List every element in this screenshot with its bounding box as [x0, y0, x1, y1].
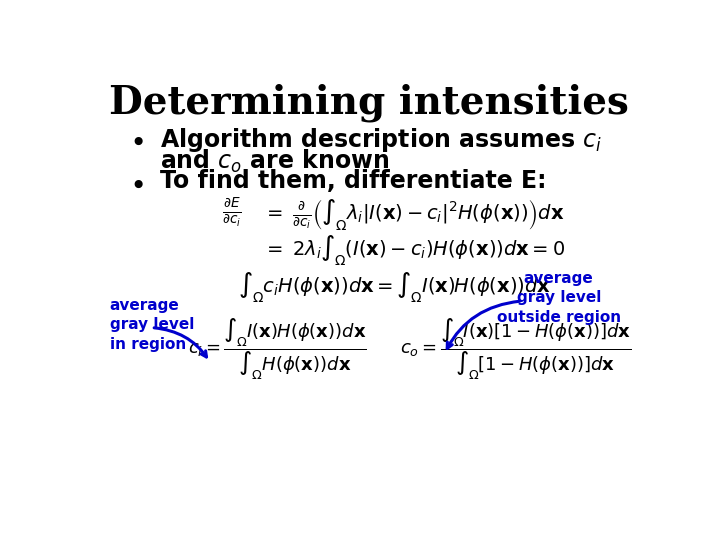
Text: $\int_\Omega c_i H(\phi(\mathbf{x})) d\mathbf{x} = \int_\Omega I(\mathbf{x}) H(\: $\int_\Omega c_i H(\phi(\mathbf{x})) d\m… [238, 271, 551, 305]
Text: Determining intensities: Determining intensities [109, 84, 629, 122]
Text: and $c_o$ are known: and $c_o$ are known [160, 148, 389, 175]
Text: To find them, differentiate E:: To find them, differentiate E: [160, 168, 546, 193]
Text: $c_o = \dfrac{\int_\Omega I(\mathbf{x})\left[1 - H(\phi(\mathbf{x}))\right] d\ma: $c_o = \dfrac{\int_\Omega I(\mathbf{x})\… [400, 316, 631, 382]
Text: $\bullet$: $\bullet$ [129, 170, 144, 198]
Text: $c_i = \dfrac{\int_\Omega I(\mathbf{x}) H(\phi(\mathbf{x})) d\mathbf{x}}{\int_\O: $c_i = \dfrac{\int_\Omega I(\mathbf{x}) … [188, 316, 366, 382]
Text: $= \; 2\lambda_i \int_\Omega \left( I(\mathbf{x}) - c_i \right) H(\phi(\mathbf{x: $= \; 2\lambda_i \int_\Omega \left( I(\m… [263, 233, 565, 268]
Text: average
gray level
outside region: average gray level outside region [497, 271, 621, 325]
Text: $\frac{\partial E}{\partial c_i}$: $\frac{\partial E}{\partial c_i}$ [222, 197, 242, 230]
Text: $= \; \frac{\partial}{\partial c_i} \left( \int_\Omega \lambda_i |I(\mathbf{x}) : $= \; \frac{\partial}{\partial c_i} \lef… [263, 197, 564, 232]
Text: Algorithm description assumes $c_i$: Algorithm description assumes $c_i$ [160, 126, 602, 154]
Text: $\bullet$: $\bullet$ [129, 127, 144, 155]
Text: average
gray level
in region: average gray level in region [109, 298, 194, 352]
